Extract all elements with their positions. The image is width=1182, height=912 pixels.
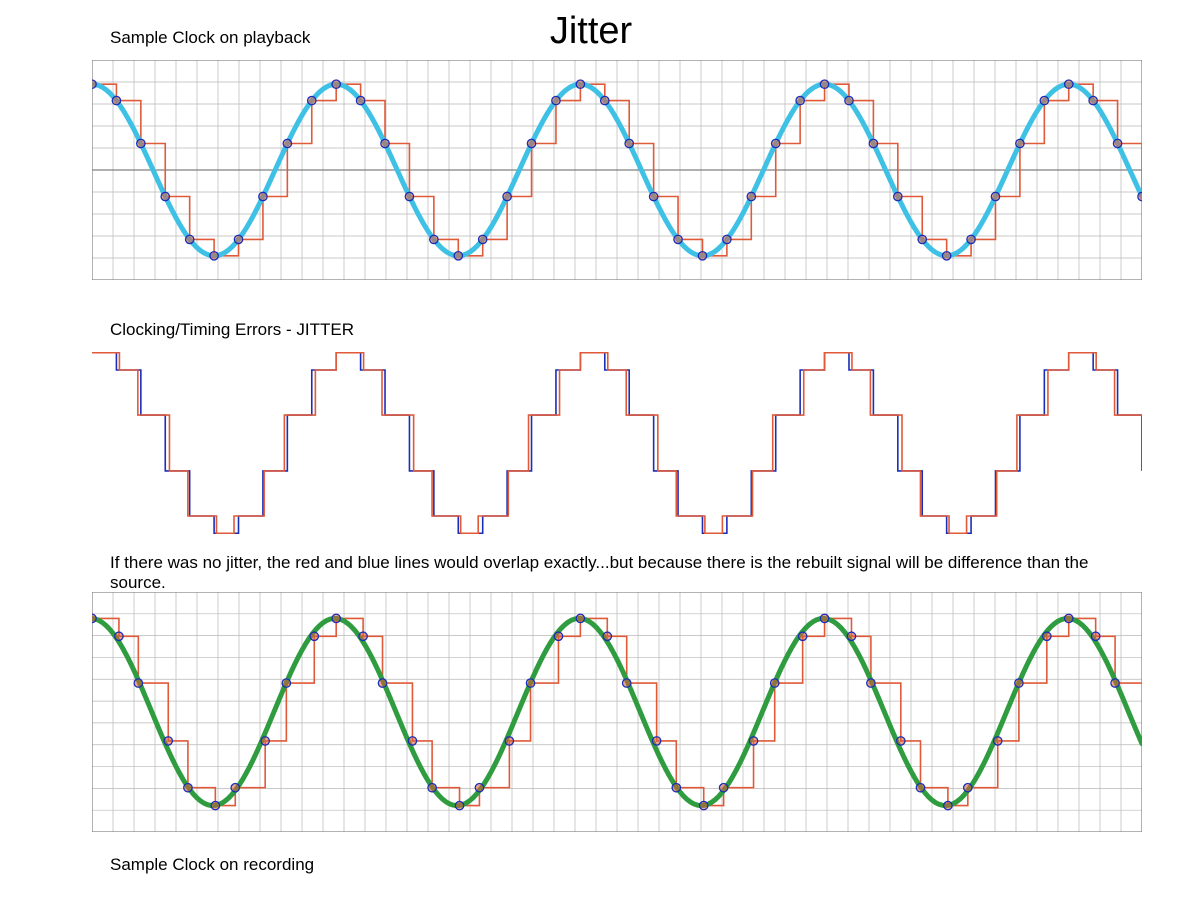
label-panel2: Clocking/Timing Errors - JITTER	[110, 320, 354, 340]
caption-text: If there was no jitter, the red and blue…	[110, 553, 1130, 593]
panel-recording	[92, 592, 1142, 832]
panel-jitter	[92, 348, 1142, 538]
label-panel3: Sample Clock on recording	[110, 855, 314, 875]
page-title: Jitter	[550, 10, 632, 53]
panel-playback	[92, 60, 1142, 280]
label-panel1: Sample Clock on playback	[110, 28, 310, 48]
